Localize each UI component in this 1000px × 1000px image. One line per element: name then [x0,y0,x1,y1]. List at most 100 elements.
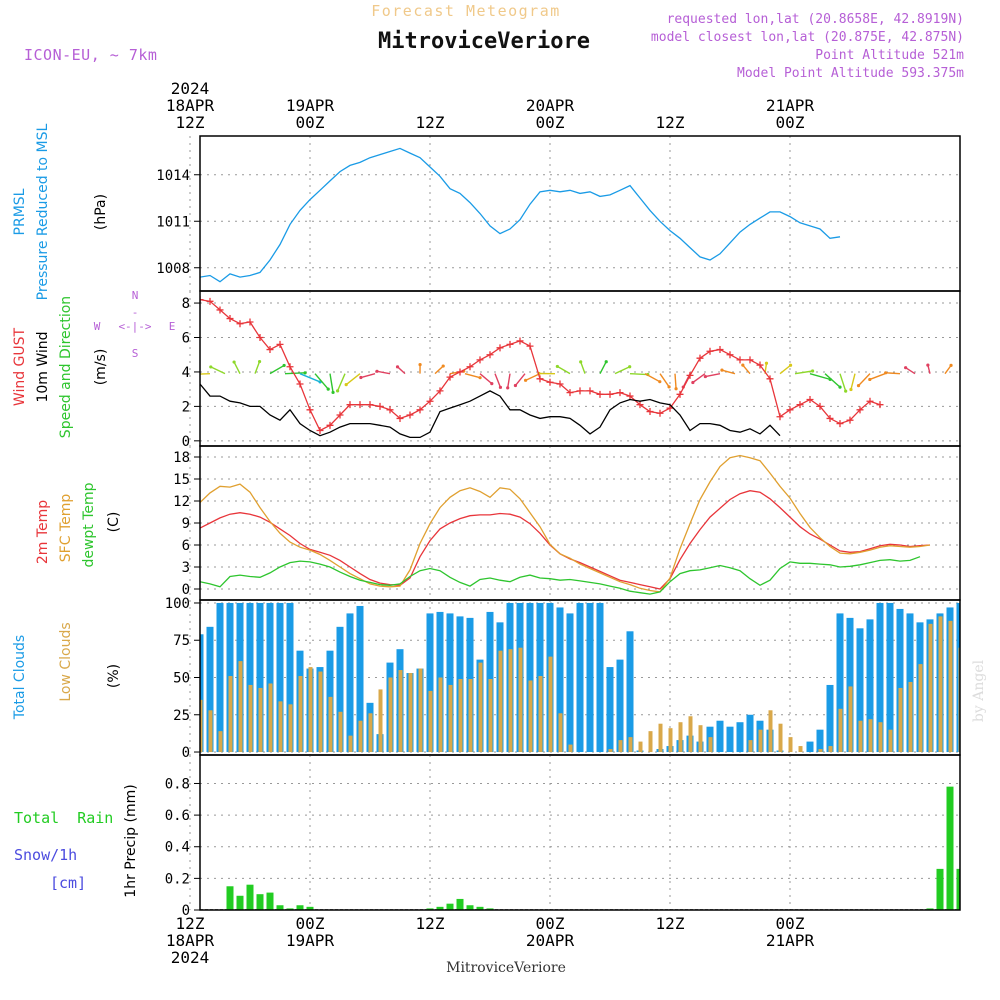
low-cloud-bar [139,686,143,752]
y-tick-label: 9 [182,516,190,532]
y-tick-label: 0 [182,745,190,761]
gust-marker [706,347,714,355]
gust-marker [666,404,674,412]
wind-arrow-head [674,387,678,391]
low-cloud-bar [918,664,923,753]
rain-bar [256,894,264,910]
compass-ns: - [132,306,139,319]
low-cloud-bar [548,656,553,753]
y-tick-label: 12 [173,494,190,510]
10m-wind-line [200,383,781,439]
compass-we: <-|-> [118,320,151,333]
wind-direction-arrow [164,374,165,388]
rain-bar [276,905,284,910]
low-cloud-bar [528,680,533,753]
wind-arrow-head [170,384,173,387]
low-cloud-bar [129,654,133,752]
wind-arrow-head [498,385,503,389]
gust-marker [616,389,624,397]
panel-wind: 0 2 4 6 8 [120,290,961,450]
gust-marker [316,427,324,434]
wind-arrow-head [331,390,335,395]
y-tick-label: 1014 [156,168,190,184]
gust-marker [866,397,874,405]
gust-marker [266,346,274,354]
wind-arrow-head [555,364,559,369]
panel-marks-temperature [200,454,931,595]
wind-direction-arrow [135,374,149,384]
rain-bar [936,868,944,910]
rain-bar [486,908,494,910]
rain-bar [466,905,474,910]
rain-bar [306,906,314,910]
rain-bar [926,908,934,910]
gust-marker [686,371,694,379]
wind-direction-arrow [659,373,670,388]
low-cloud-bar [748,740,753,753]
total-cloud-bar [846,617,854,753]
rain-bar [946,786,954,910]
compass-s: S [132,347,139,360]
wind-arrow-head [478,376,482,380]
wind-arrow-head [691,380,695,385]
gust-marker [546,378,554,386]
wind-arrow-head [155,386,158,389]
gust-marker [436,387,444,395]
gust-marker [326,421,334,429]
low-cloud-bar [458,678,463,753]
credit-watermark: by Angel [971,659,987,722]
gust-marker [157,396,164,403]
gust-marker [446,373,454,381]
wind-arrow-head [335,389,340,393]
gust-marker [246,318,254,326]
low-cloud-bar [648,731,653,753]
total-cloud-bar [446,613,454,753]
top-time-label: 12Z [656,113,685,132]
gust-marker [676,390,684,398]
total-cloud-bar [826,684,834,753]
snow-label: Snow/1h [14,846,77,864]
y-tick-label: 0 [182,903,190,919]
low-cloud-bar [908,681,913,753]
total-cloud-bar [836,613,844,753]
wind-direction-arrow [376,370,391,375]
wind-direction-arrow [360,372,376,379]
dewpt-temp-line [200,556,921,595]
total-cloud-bar [856,628,864,753]
low-cloud-bar [708,737,713,753]
rain-bar [226,886,234,910]
total-cloud-bar [616,659,624,753]
chart-subtitle: Forecast Meteogram [371,2,561,20]
low-cloud-bar [368,713,373,753]
gust-marker [346,401,354,409]
total-cloud-bar [206,626,214,753]
gust-marker [826,414,834,422]
low-cloud-bar [668,728,673,753]
panel-marks-wind [120,296,953,439]
wind-arrow-head [147,382,150,385]
pressure-unit: (hPa) [93,194,109,230]
y-tick-label: 4 [182,365,190,381]
gust-marker [786,406,794,414]
wind-direction-arrow [525,373,541,381]
wind-arrow-head [720,368,724,372]
panel-marks-precipitation [200,786,960,910]
gust-marker [856,406,864,414]
rain-bar [436,906,444,910]
prmsl-line [200,147,841,283]
low-cloud-bar [898,687,903,753]
wind-direction-arrow [120,374,134,377]
total-cloud-bar [576,602,584,753]
precip-panel-labels: Total Rain Snow/1h [cm] 1hr Precip (mm) [14,784,139,897]
low-cloud-bar [278,701,283,753]
y-tick-label: 3 [182,560,190,576]
low-cloud-bar [398,670,403,753]
bottom-time-label: 20APR [526,931,575,950]
wind-arrow-head [303,371,307,375]
low-cloud-bar [258,687,263,753]
y-tick-label: 0.6 [165,808,190,824]
top-time-label: 18APR [166,96,215,115]
total-cloud-bar [147,603,154,752]
low-cloud-bar [628,737,633,753]
low-cloud-bar [568,744,573,753]
